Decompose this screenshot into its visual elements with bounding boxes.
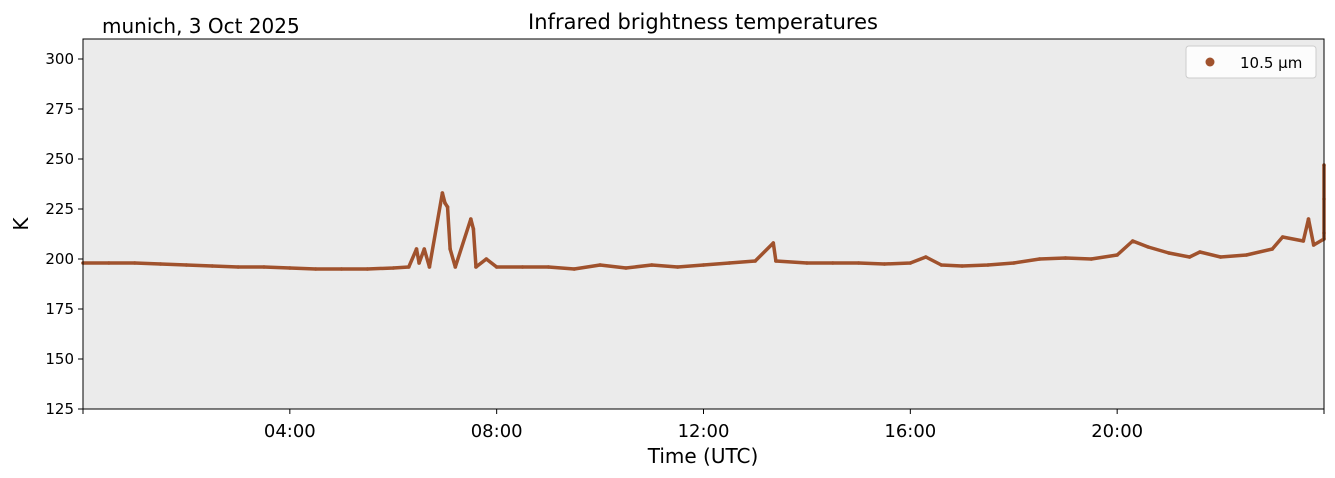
data-point: [1187, 255, 1192, 259]
data-point: [805, 261, 809, 265]
x-tick-label: 16:00: [884, 421, 936, 442]
data-point: [107, 261, 111, 265]
y-tick-label: 300: [45, 50, 74, 68]
data-point: [1063, 256, 1068, 260]
legend-marker: [1205, 57, 1215, 67]
data-point: [882, 262, 887, 266]
data-point: [727, 261, 732, 265]
data-point: [1244, 253, 1249, 257]
data-point: [1089, 257, 1094, 261]
y-tick-label: 250: [45, 150, 74, 168]
data-point: [210, 264, 215, 268]
data-point: [448, 247, 452, 251]
x-axis-title: Time (UTC): [647, 444, 759, 468]
data-point: [1011, 261, 1016, 265]
x-tick-label: 12:00: [678, 421, 730, 442]
data-point: [132, 261, 137, 265]
data-point: [414, 247, 419, 251]
y-tick-label: 225: [45, 200, 74, 218]
data-point: [236, 265, 240, 269]
data-point: [598, 263, 602, 267]
y-tick-label: 275: [45, 100, 74, 118]
data-point: [1115, 253, 1119, 257]
data-point: [339, 267, 344, 271]
data-point: [1130, 239, 1135, 243]
data-point: [771, 241, 776, 245]
data-point: [939, 263, 944, 267]
data-point: [701, 263, 706, 267]
plot-area: [83, 39, 1324, 409]
data-point: [1311, 243, 1316, 247]
data-point: [1301, 239, 1306, 243]
data-point: [753, 259, 758, 263]
data-point: [422, 247, 427, 251]
data-point: [856, 261, 861, 265]
data-point: [1037, 257, 1042, 261]
data-point: [391, 266, 396, 270]
data-point: [986, 263, 990, 267]
data-point: [649, 263, 654, 267]
x-tick-label: 08:00: [471, 421, 523, 442]
series-layer: [81, 163, 1326, 271]
data-point: [453, 265, 458, 269]
data-point: [960, 264, 964, 268]
data-point: [572, 267, 577, 271]
data-point: [675, 265, 680, 269]
y-axis-title: K: [9, 217, 33, 231]
data-point: [1146, 245, 1150, 249]
y-tick-label: 175: [45, 300, 74, 318]
data-point: [184, 263, 189, 267]
data-point: [1198, 250, 1202, 254]
data-point: [417, 261, 421, 265]
x-tick-label: 20:00: [1091, 421, 1143, 442]
data-point: [494, 265, 499, 269]
y-tick-label: 125: [45, 400, 74, 418]
data-point: [445, 205, 450, 209]
data-point: [427, 265, 432, 269]
data-point: [440, 191, 445, 195]
y-tick-label: 150: [45, 350, 74, 368]
data-point: [774, 259, 778, 263]
data-point: [406, 265, 411, 269]
data-point: [158, 262, 163, 266]
data-point: [288, 266, 292, 270]
chart-title: Infrared brightness temperatures: [528, 10, 878, 34]
legend-label: 10.5 µm: [1240, 54, 1302, 72]
legend: 10.5 µm: [1185, 45, 1317, 79]
data-point: [474, 265, 478, 269]
series-trace: [83, 165, 1326, 271]
data-point: [1306, 217, 1311, 221]
data-point: [624, 266, 628, 270]
data-point: [443, 201, 447, 205]
data-point: [908, 261, 913, 265]
data-point: [1270, 247, 1275, 251]
data-point: [1280, 235, 1285, 239]
data-point: [471, 227, 476, 231]
data-point: [484, 257, 489, 261]
data-point: [830, 261, 835, 265]
data-point: [1167, 251, 1171, 255]
legend-box: [1185, 45, 1317, 79]
x-tick-label: 04:00: [264, 421, 316, 442]
data-point: [262, 265, 266, 269]
data-point: [365, 267, 370, 271]
data-point: [313, 267, 318, 271]
data-point: [546, 265, 551, 269]
data-point: [924, 255, 928, 259]
data-point: [520, 265, 525, 269]
data-point: [1218, 255, 1223, 259]
location-date-label: munich, 3 Oct 2025: [102, 14, 300, 38]
data-point: [469, 217, 473, 221]
x-axis: 04:00 08:00 12:00 16:00 20:00: [82, 409, 1325, 442]
y-tick-label: 200: [45, 250, 74, 268]
y-axis: 125 150 175 200 225 250 275 300: [45, 50, 83, 418]
